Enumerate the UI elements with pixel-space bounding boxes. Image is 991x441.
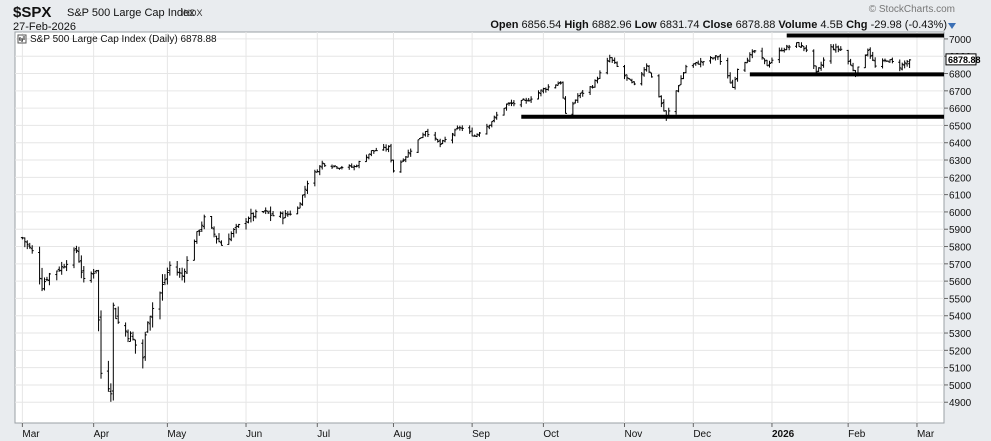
volume-value: 4.5B [820, 19, 844, 31]
x-tick-label: Sep [472, 429, 490, 440]
legend-text: S&P 500 Large Cap Index (Daily) 6878.88 [30, 34, 217, 45]
x-tick-label: Oct [543, 429, 559, 440]
x-tick-label: Mar [917, 429, 935, 440]
y-tick-label: 6400 [949, 139, 972, 150]
y-tick-label: 6200 [949, 173, 972, 184]
ticker-symbol[interactable]: $SPX [13, 4, 52, 21]
y-tick-label: 5700 [949, 260, 972, 271]
legend-swatch [17, 34, 27, 44]
x-tick-label: Aug [393, 429, 411, 440]
x-axis: Mar Apr May Jun Jul Aug Sep Oct Nov Dec 2026 Feb Mar [21, 423, 935, 440]
chg-label: Chg [846, 19, 868, 31]
chg-value: -29.98 (-0.43%) [870, 19, 947, 31]
y-tick-label: 6100 [949, 191, 972, 202]
last-price-box [945, 53, 977, 66]
chevron-down-icon[interactable] [948, 23, 956, 29]
y-tick-label: 6700 [949, 87, 972, 98]
y-tick-label: 5100 [949, 364, 972, 375]
ohlc-stats: Open 6856.54 High 6882.96 Low 6831.74 Cl… [490, 19, 947, 31]
security-name: S&P 500 Large Cap Index [67, 7, 195, 19]
price-bars [20, 41, 912, 402]
last-price-label: 6878.88 [948, 55, 981, 65]
x-tick-label: Dec [693, 429, 711, 440]
high-value: 6882.96 [591, 19, 632, 31]
y-tick-label: 5900 [949, 225, 972, 236]
x-tick-label: Jul [317, 429, 330, 440]
x-tick-label: 2026 [772, 429, 795, 440]
y-tick-label: 5200 [949, 346, 972, 357]
open-value: 6856.54 [521, 19, 562, 31]
y-tick-label: 6300 [949, 156, 972, 167]
x-tick-label: Jun [246, 429, 262, 440]
chart-date: 27-Feb-2026 [13, 21, 76, 33]
high-label: High [564, 19, 589, 31]
y-tick-label: 5300 [949, 329, 972, 340]
y-tick-label: 6000 [949, 208, 972, 219]
open-label: Open [490, 19, 519, 31]
volume-label: Volume [778, 19, 818, 31]
legend: S&P 500 Large Cap Index (Daily) 6878.88 [17, 34, 217, 45]
y-tick-label: 7000 [949, 35, 972, 46]
y-tick-label: 5400 [949, 312, 972, 323]
y-tick-label: 5600 [949, 277, 972, 288]
low-label: Low [634, 19, 657, 31]
y-tick-label: 5000 [949, 381, 972, 392]
last-price-tag: 6878.88 [945, 53, 981, 66]
x-tick-label: Feb [848, 429, 866, 440]
y-tick-label: 5500 [949, 294, 972, 305]
x-tick-label: Nov [625, 429, 643, 440]
y-tick-label: 5800 [949, 243, 972, 254]
close-label: Close [702, 19, 733, 31]
y-tick-label: 6500 [949, 121, 972, 132]
support-resistance-lines [521, 33, 944, 119]
watermark: © StockCharts.com [868, 4, 955, 15]
y-axis: 4900 5000 5100 5200 5300 5400 5500 5600 5700 5800… [944, 35, 972, 409]
exchange-label: INDX [181, 8, 203, 18]
y-tick-label: 4900 [949, 398, 972, 409]
x-tick-label: Mar [22, 429, 40, 440]
x-tick-label: Apr [94, 429, 110, 440]
grid-lines [15, 32, 944, 423]
low-value: 6831.74 [659, 19, 700, 31]
plot-area [14, 31, 945, 424]
x-tick-label: May [167, 429, 186, 440]
close-value: 6878.88 [735, 19, 776, 31]
y-tick-label: 6600 [949, 104, 972, 115]
y-tick-label: 6800 [949, 70, 972, 81]
ohlc-icon [19, 36, 25, 42]
